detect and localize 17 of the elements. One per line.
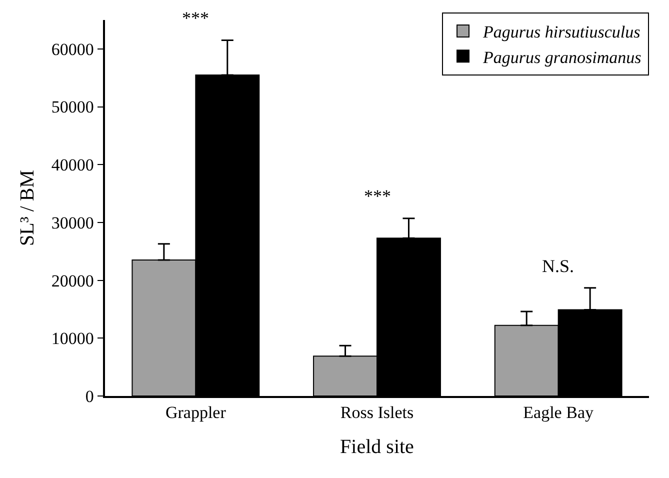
annotation: *** — [182, 8, 209, 28]
y-tick-label: 50000 — [51, 98, 94, 117]
legend-label: Pagurus granosimanus — [482, 48, 642, 67]
y-tick-label: 0 — [85, 386, 94, 406]
x-tick-label: Eagle Bay — [523, 403, 594, 422]
y-tick-label: 40000 — [51, 156, 94, 175]
annotation: *** — [364, 186, 391, 206]
x-axis-title: Field site — [340, 436, 414, 458]
y-tick-label: 30000 — [51, 213, 94, 232]
x-tick-label: Ross Islets — [340, 403, 414, 422]
legend-label: Pagurus hirsutiusculus — [482, 22, 641, 42]
y-axis-title: SL³ / BM — [16, 170, 38, 246]
y-tick-label: 20000 — [51, 271, 94, 290]
y-tick-label: 60000 — [51, 40, 94, 59]
x-tick-label: Grappler — [165, 403, 226, 422]
annotation: N.S. — [542, 256, 574, 276]
y-tick-label: 10000 — [51, 329, 94, 348]
